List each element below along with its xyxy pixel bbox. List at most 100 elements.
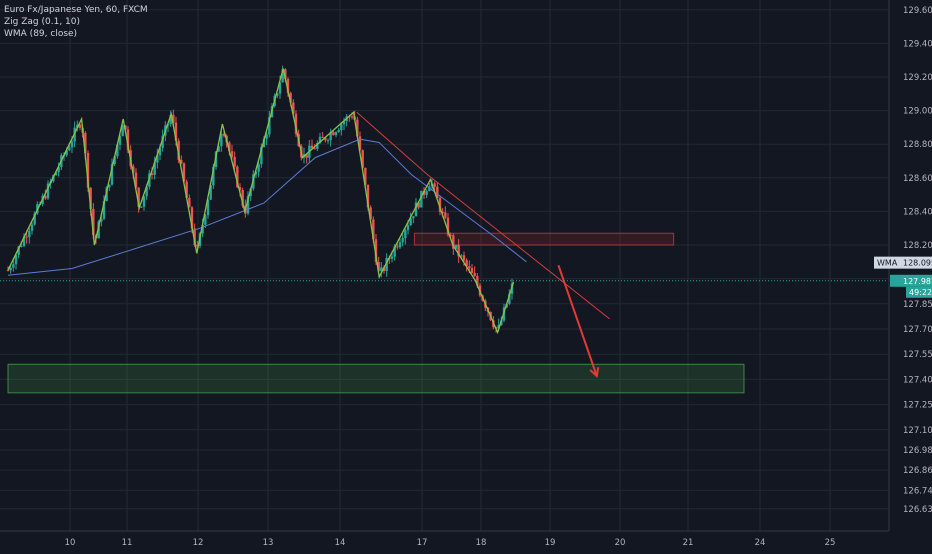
candle-body: [78, 124, 82, 128]
symbol-title[interactable]: Euro Fx/Japanese Yen, 60, FXCM: [4, 5, 148, 15]
candle-body: [286, 78, 290, 94]
candle-body: [292, 102, 295, 114]
candle-body: [33, 213, 36, 225]
x-tick-label: 18: [476, 538, 487, 548]
candle-body: [28, 230, 31, 238]
support-zone: [7, 363, 745, 394]
candle-body: [446, 217, 450, 235]
candle-body: [150, 173, 154, 175]
candle-body: [89, 187, 92, 209]
candle-body: [145, 186, 148, 197]
candle-body: [105, 187, 108, 202]
candle-body: [190, 207, 194, 229]
candle-body: [86, 152, 90, 188]
grid: [0, 0, 888, 531]
candle-body: [497, 324, 500, 329]
candle-body: [153, 162, 156, 175]
candle-body: [470, 268, 474, 274]
candle-body: [358, 136, 362, 151]
candle-body: [508, 293, 511, 305]
candle-body: [326, 140, 330, 142]
candle-body: [284, 69, 287, 79]
x-axis[interactable]: 10 11 12 13 14 17 18 19 20 21 24 25: [65, 538, 836, 548]
candle-body: [500, 320, 503, 325]
candle-body: [14, 254, 18, 265]
candle-body: [233, 156, 236, 167]
candle-body: [382, 267, 386, 271]
candle-body: [246, 196, 250, 214]
candle-body: [206, 199, 210, 216]
candle-body: [289, 93, 292, 103]
candle-body: [438, 197, 442, 212]
candle-body: [201, 224, 204, 234]
candle-body: [433, 183, 436, 187]
candle-body: [404, 230, 407, 239]
candle-body: [406, 225, 410, 231]
candle-body: [44, 195, 47, 199]
candle-body: [241, 190, 244, 206]
wma-legend[interactable]: WMA (89, close): [4, 29, 78, 39]
candle-body: [316, 142, 319, 150]
candle-body: [209, 185, 212, 200]
candle-body: [196, 244, 199, 246]
candle-body: [276, 93, 279, 96]
y-axis[interactable]: 129.600 129.400 129.200 129.000 128.800 128.6…: [903, 6, 932, 515]
candle-body: [180, 159, 183, 164]
candle-body: [465, 260, 468, 267]
x-tick-label: 13: [263, 538, 274, 548]
candle-body: [369, 207, 372, 220]
x-tick-label: 14: [335, 538, 346, 548]
candle-body: [102, 201, 106, 219]
candle-body: [236, 166, 239, 188]
candle-body: [340, 124, 343, 131]
y-tick-label: 126.740: [903, 486, 932, 496]
x-tick-label: 21: [683, 538, 694, 548]
x-tick-label: 17: [417, 538, 428, 548]
candle-body: [118, 136, 122, 145]
countdown-bg: [906, 286, 932, 298]
candle-body: [134, 172, 138, 188]
zigzag-legend[interactable]: Zig Zag (0.1, 10): [4, 17, 81, 27]
y-tick-label: 126.630: [903, 505, 932, 515]
candle-body: [417, 202, 420, 208]
candle-body: [260, 147, 263, 165]
trend-line[interactable]: [356, 111, 610, 320]
candle-body: [108, 184, 111, 188]
candle-body: [374, 239, 378, 263]
candle-body: [169, 114, 172, 125]
candle-body: [137, 187, 140, 207]
candle-body: [372, 219, 375, 240]
candle-body: [385, 257, 388, 271]
candle-body: [393, 246, 396, 257]
candle-body: [182, 163, 186, 182]
candle-body: [230, 151, 234, 157]
candle-body: [332, 132, 335, 136]
y-tick-label: 129.200: [903, 73, 932, 83]
candle-body: [193, 228, 196, 245]
candle-body: [46, 183, 50, 199]
candle-body: [204, 215, 207, 225]
candle-body: [30, 224, 34, 231]
x-tick-label: 12: [193, 538, 204, 548]
y-tick-label: 127.550: [903, 350, 932, 360]
candle-body: [334, 132, 338, 136]
candle-body: [390, 256, 394, 259]
candle-body: [337, 130, 340, 133]
candle-body: [65, 150, 68, 156]
forecast-arrow[interactable]: [557, 264, 598, 377]
candle-body: [436, 186, 439, 198]
candle-body: [350, 116, 354, 118]
candle-body: [361, 150, 364, 168]
candle-body: [329, 132, 332, 141]
x-tick-label: 20: [615, 538, 626, 548]
candle-body: [142, 196, 146, 207]
candle-body: [116, 144, 119, 157]
y-tick-label: 128.800: [903, 140, 932, 150]
candle-body: [449, 234, 452, 236]
candle-body: [100, 218, 103, 222]
forecast-arrow-head: [589, 366, 600, 379]
y-tick-label: 127.100: [903, 426, 932, 436]
candle-body: [185, 181, 188, 198]
